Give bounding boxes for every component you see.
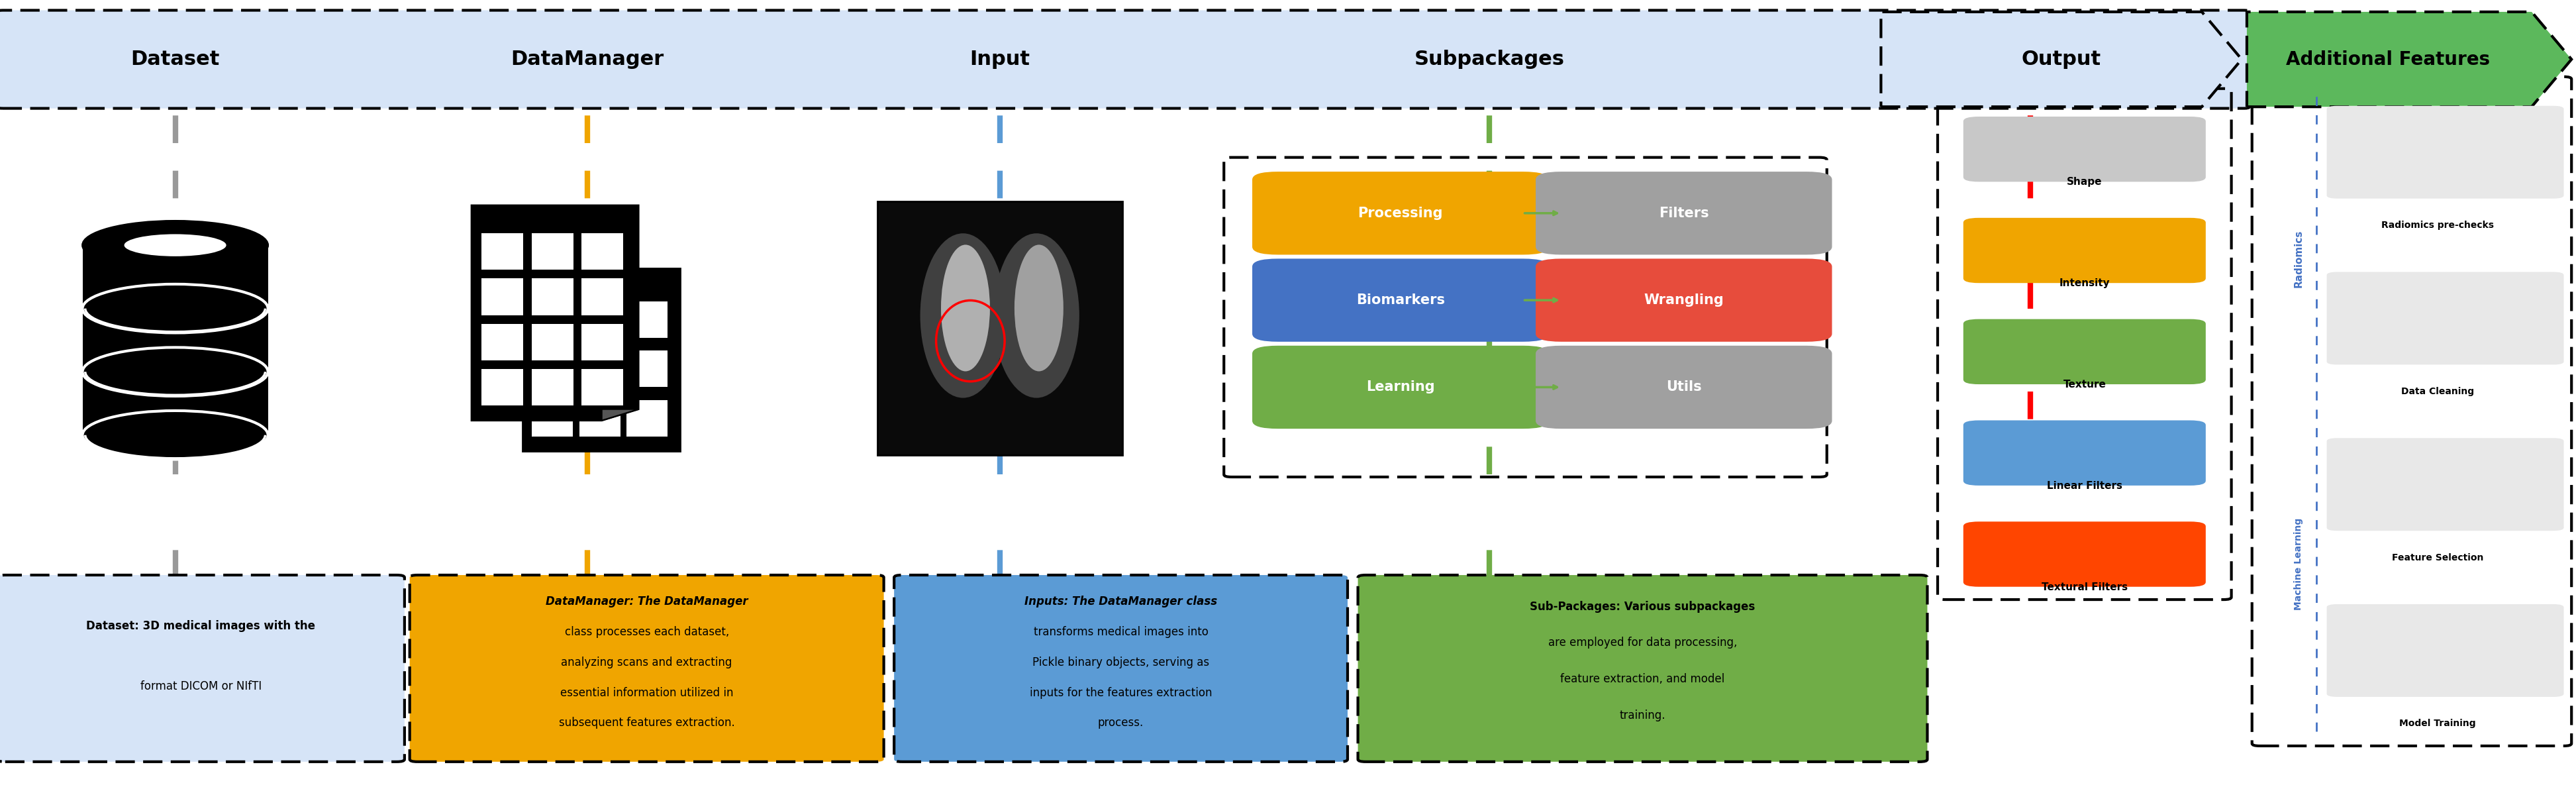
Text: Additional Features: Additional Features: [2285, 50, 2488, 69]
Bar: [482, 278, 523, 315]
Bar: [82, 245, 268, 308]
Text: Dataset: Dataset: [131, 50, 219, 69]
FancyBboxPatch shape: [1535, 259, 1832, 342]
Text: process.: process.: [1097, 717, 1144, 729]
Text: Model Training: Model Training: [2398, 719, 2476, 729]
Text: Shape: Shape: [2066, 177, 2102, 187]
Text: DataManager: DataManager: [510, 50, 665, 69]
Text: Filters: Filters: [1659, 206, 1708, 220]
Bar: [482, 369, 523, 406]
Bar: [82, 308, 268, 372]
FancyBboxPatch shape: [0, 10, 2249, 108]
FancyBboxPatch shape: [1963, 521, 2205, 587]
FancyBboxPatch shape: [1963, 218, 2205, 283]
Bar: [531, 350, 572, 387]
Polygon shape: [471, 206, 639, 421]
Bar: [523, 269, 680, 451]
FancyBboxPatch shape: [2326, 272, 2563, 365]
Text: Radiomics: Radiomics: [2293, 229, 2303, 287]
Text: Textural Filters: Textural Filters: [2040, 582, 2128, 592]
Text: analyzing scans and extracting: analyzing scans and extracting: [562, 657, 732, 668]
Bar: [531, 369, 574, 406]
Bar: [582, 324, 623, 360]
Text: Inputs: The DataManager class: Inputs: The DataManager class: [1025, 596, 1216, 607]
Bar: [582, 233, 623, 270]
FancyBboxPatch shape: [1252, 172, 1548, 255]
Text: Machine Learning: Machine Learning: [2293, 518, 2303, 611]
Text: training.: training.: [1620, 710, 1664, 721]
Bar: [626, 399, 667, 437]
Polygon shape: [2246, 12, 2571, 107]
FancyBboxPatch shape: [1252, 259, 1548, 342]
Bar: [626, 301, 667, 338]
Text: Processing: Processing: [1358, 206, 1443, 220]
Ellipse shape: [82, 347, 268, 396]
Text: Input: Input: [969, 50, 1030, 69]
FancyBboxPatch shape: [1252, 346, 1548, 429]
Bar: [582, 369, 623, 406]
Polygon shape: [1880, 12, 2241, 107]
Text: Dataset: 3D medical images with the: Dataset: 3D medical images with the: [88, 620, 314, 632]
FancyBboxPatch shape: [0, 575, 404, 762]
Text: Output: Output: [2022, 50, 2099, 69]
Bar: [531, 399, 572, 437]
Text: Learning: Learning: [1365, 380, 1435, 394]
Text: subsequent features extraction.: subsequent features extraction.: [559, 717, 734, 729]
Bar: [582, 278, 623, 315]
Polygon shape: [603, 409, 639, 421]
Ellipse shape: [994, 233, 1079, 398]
Bar: [580, 301, 621, 338]
Bar: [580, 399, 621, 437]
FancyBboxPatch shape: [1535, 172, 1832, 255]
Text: DataManager: The DataManager: DataManager: The DataManager: [546, 596, 747, 607]
FancyBboxPatch shape: [2326, 106, 2563, 199]
Text: Pickle binary objects, serving as: Pickle binary objects, serving as: [1033, 657, 1208, 668]
Text: Radiomics pre-checks: Radiomics pre-checks: [2380, 221, 2494, 230]
Text: Sub-Packages: Various subpackages: Sub-Packages: Various subpackages: [1530, 600, 1754, 612]
Bar: [482, 233, 523, 270]
Ellipse shape: [940, 244, 989, 371]
FancyBboxPatch shape: [2326, 438, 2563, 531]
Bar: [531, 324, 574, 360]
Bar: [531, 278, 574, 315]
Text: are employed for data processing,: are employed for data processing,: [1548, 637, 1736, 649]
Bar: [580, 350, 621, 387]
Text: Data Cleaning: Data Cleaning: [2401, 387, 2473, 396]
Bar: [531, 233, 574, 270]
Bar: [626, 350, 667, 387]
Text: Subpackages: Subpackages: [1414, 50, 1564, 69]
Text: Texture: Texture: [2063, 380, 2105, 389]
Bar: [482, 324, 523, 360]
Ellipse shape: [82, 221, 268, 270]
FancyBboxPatch shape: [410, 575, 884, 762]
Ellipse shape: [82, 284, 268, 333]
Bar: [82, 372, 268, 435]
FancyBboxPatch shape: [1963, 319, 2205, 384]
Text: Linear Filters: Linear Filters: [2045, 481, 2123, 490]
FancyBboxPatch shape: [2326, 604, 2563, 697]
Ellipse shape: [920, 233, 1005, 398]
Text: essential information utilized in: essential information utilized in: [559, 687, 734, 698]
Bar: [531, 301, 572, 338]
Ellipse shape: [124, 234, 227, 256]
FancyBboxPatch shape: [1963, 116, 2205, 182]
Text: format DICOM or NIfTI: format DICOM or NIfTI: [139, 680, 263, 693]
Text: inputs for the features extraction: inputs for the features extraction: [1030, 687, 1211, 698]
Text: Intensity: Intensity: [2058, 278, 2110, 288]
FancyBboxPatch shape: [1535, 346, 1832, 429]
FancyBboxPatch shape: [1963, 420, 2205, 486]
Text: feature extraction, and model: feature extraction, and model: [1561, 673, 1723, 685]
Ellipse shape: [82, 411, 268, 460]
FancyBboxPatch shape: [1358, 575, 1927, 762]
Ellipse shape: [1015, 244, 1064, 371]
Text: class processes each dataset,: class processes each dataset,: [564, 626, 729, 638]
Text: Utils: Utils: [1667, 380, 1700, 394]
Text: Wrangling: Wrangling: [1643, 293, 1723, 307]
Bar: [876, 202, 1123, 455]
FancyBboxPatch shape: [894, 575, 1347, 762]
Text: transforms medical images into: transforms medical images into: [1033, 626, 1208, 638]
Text: Biomarkers: Biomarkers: [1355, 293, 1445, 307]
Text: Feature Selection: Feature Selection: [2391, 553, 2483, 562]
